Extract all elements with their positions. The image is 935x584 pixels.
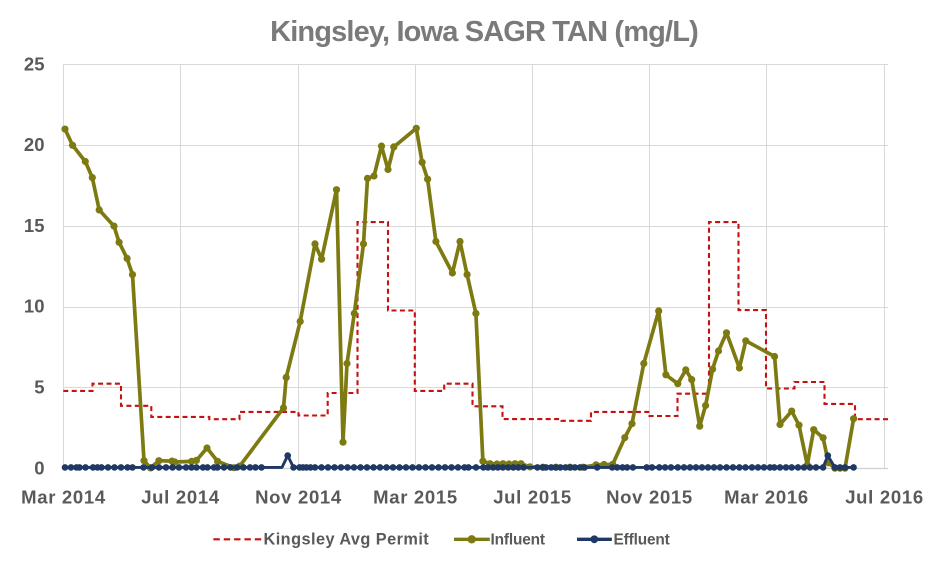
- svg-text:Influent: Influent: [491, 532, 545, 549]
- svg-text:Jul 2016: Jul 2016: [845, 486, 924, 507]
- svg-text:Effluent: Effluent: [614, 532, 670, 549]
- svg-text:Mar 2014: Mar 2014: [21, 486, 106, 507]
- svg-text:20: 20: [24, 134, 45, 155]
- svg-text:15: 15: [24, 215, 45, 236]
- svg-text:5: 5: [34, 377, 44, 398]
- svg-text:Jul 2014: Jul 2014: [141, 486, 220, 507]
- svg-text:Kingsley Avg Permit: Kingsley Avg Permit: [264, 531, 430, 549]
- svg-text:Kingsley, Iowa SAGR TAN (mg/L): Kingsley, Iowa SAGR TAN (mg/L): [270, 16, 698, 48]
- svg-text:0: 0: [34, 457, 44, 478]
- svg-text:Nov 2014: Nov 2014: [255, 486, 342, 507]
- svg-text:25: 25: [24, 53, 45, 74]
- svg-text:10: 10: [24, 296, 45, 317]
- svg-text:Mar 2016: Mar 2016: [724, 486, 809, 507]
- svg-text:Mar 2015: Mar 2015: [373, 486, 458, 507]
- svg-text:Jul 2015: Jul 2015: [493, 486, 572, 507]
- svg-text:Nov 2015: Nov 2015: [606, 486, 693, 507]
